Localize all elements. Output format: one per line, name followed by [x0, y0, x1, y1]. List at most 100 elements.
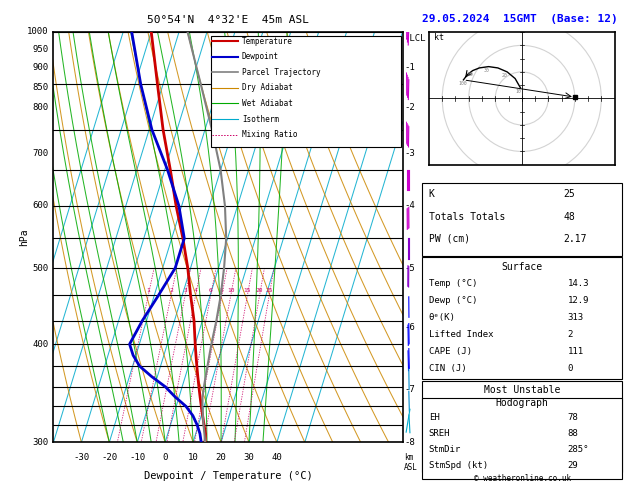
Text: K: K [429, 190, 435, 199]
Text: -10: -10 [129, 452, 145, 462]
Text: 20: 20 [502, 73, 508, 78]
Text: 29.05.2024  15GMT  (Base: 12): 29.05.2024 15GMT (Base: 12) [423, 15, 618, 24]
Text: 2: 2 [568, 330, 573, 339]
Text: 400: 400 [32, 340, 48, 348]
Text: 12.9: 12.9 [568, 296, 589, 305]
Text: 300: 300 [32, 438, 48, 447]
Text: θᵉ (K): θᵉ (K) [429, 415, 461, 424]
Text: 14.3: 14.3 [568, 279, 589, 288]
Text: CAPE (J): CAPE (J) [429, 347, 472, 356]
Text: Most Unstable: Most Unstable [484, 385, 560, 395]
Text: -2: -2 [404, 103, 415, 112]
Text: -8: -8 [404, 438, 415, 447]
Text: Pressure (mb): Pressure (mb) [429, 400, 499, 409]
Text: 850: 850 [32, 83, 48, 91]
Text: kt: kt [434, 33, 444, 42]
Text: 900: 900 [32, 63, 48, 72]
Text: Dewpoint: Dewpoint [242, 52, 279, 61]
Text: Wet Adiabat: Wet Adiabat [242, 99, 293, 108]
Text: 50: 50 [467, 72, 473, 77]
Text: 20: 20 [216, 452, 226, 462]
Text: -30: -30 [74, 452, 89, 462]
Text: StmSpd (kt): StmSpd (kt) [429, 461, 487, 470]
Text: km
ASL: km ASL [404, 452, 418, 472]
Text: 10: 10 [227, 288, 235, 293]
Text: 2: 2 [568, 430, 573, 439]
FancyBboxPatch shape [211, 35, 401, 147]
Text: 1: 1 [147, 288, 150, 293]
FancyBboxPatch shape [423, 183, 621, 256]
Text: 600: 600 [32, 201, 48, 210]
Text: 500: 500 [32, 263, 48, 273]
Text: 0: 0 [162, 452, 168, 462]
Text: 950: 950 [32, 45, 48, 53]
Text: -6: -6 [404, 323, 415, 332]
Text: StmDir: StmDir [429, 445, 461, 454]
Text: 0: 0 [568, 364, 573, 373]
Text: Lifted Index: Lifted Index [429, 430, 493, 439]
Text: 30: 30 [483, 68, 489, 73]
Text: 1000: 1000 [26, 27, 48, 36]
Text: 78: 78 [568, 413, 579, 422]
Text: Mixing Ratio: Mixing Ratio [242, 130, 298, 139]
Text: 700: 700 [32, 149, 48, 158]
Text: Dewp (°C): Dewp (°C) [429, 296, 477, 305]
Text: 10: 10 [515, 89, 521, 94]
Text: 111: 111 [568, 444, 584, 453]
Text: -5: -5 [404, 263, 415, 273]
FancyBboxPatch shape [423, 381, 621, 471]
FancyBboxPatch shape [423, 398, 621, 479]
Text: -1: -1 [404, 63, 415, 72]
Text: 4: 4 [194, 288, 198, 293]
Text: EH: EH [429, 413, 440, 422]
Text: 50°54'N  4°32'E  45m ASL: 50°54'N 4°32'E 45m ASL [147, 16, 309, 25]
FancyBboxPatch shape [423, 258, 621, 379]
Text: 8: 8 [220, 288, 224, 293]
Text: 6: 6 [209, 288, 213, 293]
Text: CAPE (J): CAPE (J) [429, 444, 472, 453]
Text: 10: 10 [187, 452, 199, 462]
Text: 100: 100 [458, 81, 467, 86]
Text: 313: 313 [568, 313, 584, 322]
Text: Temp (°C): Temp (°C) [429, 279, 477, 288]
Text: Dewpoint / Temperature (°C): Dewpoint / Temperature (°C) [143, 471, 313, 481]
Text: 3: 3 [183, 288, 187, 293]
Text: -7: -7 [404, 385, 415, 394]
Text: 29: 29 [568, 461, 579, 470]
Text: Isotherm: Isotherm [242, 115, 279, 123]
Text: Temperature: Temperature [242, 36, 293, 46]
Text: Mixing Ratio (g/kg): Mixing Ratio (g/kg) [468, 190, 477, 284]
Text: PW (cm): PW (cm) [429, 234, 470, 244]
Text: 30: 30 [243, 452, 254, 462]
Text: -LCL: -LCL [404, 34, 426, 43]
Text: 0: 0 [568, 459, 573, 468]
Text: © weatheronline.co.uk: © weatheronline.co.uk [474, 473, 571, 483]
Text: 88: 88 [568, 429, 579, 438]
Text: 2.17: 2.17 [564, 234, 587, 244]
Text: Totals Totals: Totals Totals [429, 212, 505, 222]
Text: Lifted Index: Lifted Index [429, 330, 493, 339]
Text: -3: -3 [404, 149, 415, 158]
Text: CIN (J): CIN (J) [429, 459, 466, 468]
Text: -20: -20 [101, 452, 118, 462]
Text: Surface: Surface [501, 262, 543, 272]
Text: 25: 25 [265, 288, 273, 293]
Text: hPa: hPa [19, 228, 29, 246]
Text: 2: 2 [169, 288, 173, 293]
Text: 1005: 1005 [568, 400, 589, 409]
Text: 800: 800 [32, 103, 48, 112]
Text: 40: 40 [272, 452, 282, 462]
Text: 313: 313 [568, 415, 584, 424]
Text: 111: 111 [568, 347, 584, 356]
Text: Hodograph: Hodograph [496, 399, 548, 408]
Text: -4: -4 [404, 201, 415, 210]
Text: Dry Adiabat: Dry Adiabat [242, 84, 293, 92]
Text: 48: 48 [564, 212, 576, 222]
Text: 25: 25 [564, 190, 576, 199]
Text: 20: 20 [256, 288, 263, 293]
Text: θᵉ(K): θᵉ(K) [429, 313, 455, 322]
Text: CIN (J): CIN (J) [429, 364, 466, 373]
Text: 15: 15 [243, 288, 251, 293]
Text: 285°: 285° [568, 445, 589, 454]
Text: SREH: SREH [429, 429, 450, 438]
